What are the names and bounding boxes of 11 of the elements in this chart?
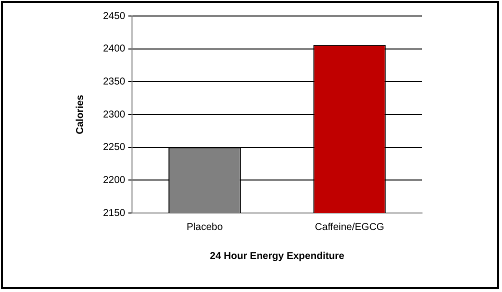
x-axis-title: 24 Hour Energy Expenditure	[210, 250, 345, 262]
y-tick-label: 2200	[102, 174, 126, 186]
y-tick-label: 2350	[102, 76, 126, 88]
y-tick-label: 2250	[102, 142, 126, 154]
x-tick-label: Caffeine/EGCG	[314, 222, 384, 233]
y-tick-label: 2150	[102, 208, 126, 219]
y-tick-label: 2450	[102, 10, 126, 22]
y-tick-label: 2400	[102, 44, 126, 55]
y-axis-title: Calories	[74, 94, 86, 134]
x-tick-label: Placebo	[186, 222, 224, 233]
y-tick-label: 2300	[102, 109, 126, 120]
